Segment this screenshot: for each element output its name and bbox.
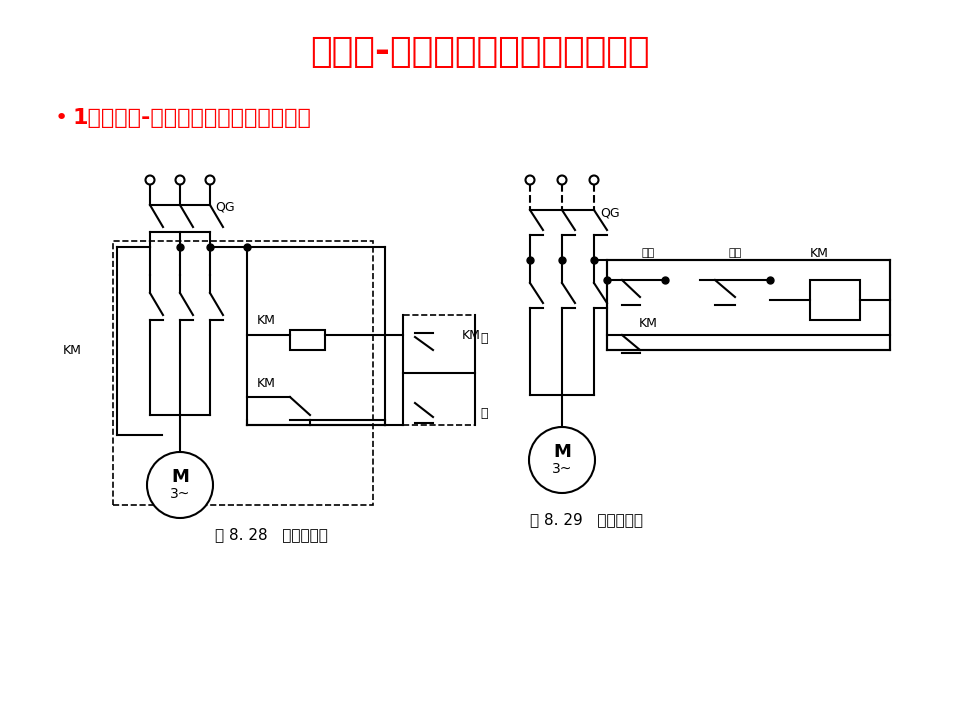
Text: KM: KM <box>257 377 276 390</box>
Circle shape <box>176 176 184 184</box>
Text: 图 8. 28   安装线路图: 图 8. 28 安装线路图 <box>215 528 328 542</box>
Text: KM: KM <box>638 317 658 330</box>
Bar <box>607 260 890 350</box>
Text: M: M <box>553 443 571 461</box>
Text: 3~: 3~ <box>552 462 572 476</box>
Bar <box>810 280 860 320</box>
Text: 停止: 停止 <box>729 248 742 258</box>
Text: KM: KM <box>257 313 276 326</box>
Text: M: M <box>171 468 189 486</box>
Text: 继电器-接触器控制的常用基本线路: 继电器-接触器控制的常用基本线路 <box>310 35 650 69</box>
Text: KM: KM <box>462 328 481 341</box>
Circle shape <box>529 427 595 493</box>
Text: KM: KM <box>810 246 828 259</box>
Circle shape <box>558 176 566 184</box>
Text: 3~: 3~ <box>170 487 190 501</box>
Circle shape <box>146 176 155 184</box>
Bar <box>403 315 475 425</box>
Text: QG: QG <box>215 200 234 214</box>
Text: 图 8. 29   原理线路图: 图 8. 29 原理线路图 <box>530 513 643 528</box>
Text: 开动: 开动 <box>641 248 655 258</box>
Circle shape <box>525 176 535 184</box>
Circle shape <box>205 176 214 184</box>
Bar <box>290 330 325 350</box>
Circle shape <box>147 452 213 518</box>
Text: 开: 开 <box>480 331 488 344</box>
Text: 停: 停 <box>480 407 488 420</box>
Text: KM: KM <box>63 343 82 356</box>
Text: •: • <box>55 108 68 128</box>
Text: 1、继电器-接触器自动控制线路的构成: 1、继电器-接触器自动控制线路的构成 <box>72 108 311 128</box>
Text: QG: QG <box>600 207 619 220</box>
Circle shape <box>589 176 598 184</box>
Bar <box>113 241 373 505</box>
